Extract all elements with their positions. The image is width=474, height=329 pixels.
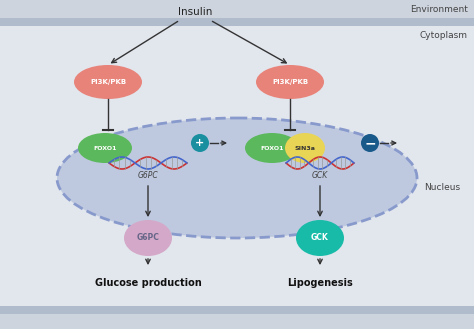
Text: Glucose production: Glucose production <box>95 278 201 288</box>
Bar <box>0 26 474 306</box>
Text: Cytoplasm: Cytoplasm <box>420 31 468 39</box>
Ellipse shape <box>285 133 325 163</box>
Bar <box>0 306 474 314</box>
Text: G6PC: G6PC <box>137 234 159 242</box>
Ellipse shape <box>57 118 417 238</box>
Bar <box>0 314 474 329</box>
Text: Nucleus: Nucleus <box>424 184 460 192</box>
Ellipse shape <box>256 65 324 99</box>
Ellipse shape <box>245 133 299 163</box>
Bar <box>0 0 474 18</box>
Text: GCK: GCK <box>311 234 329 242</box>
Text: PI3K/PKB: PI3K/PKB <box>272 79 308 85</box>
Text: Lipogenesis: Lipogenesis <box>287 278 353 288</box>
Bar <box>0 18 474 26</box>
Ellipse shape <box>78 133 132 163</box>
Circle shape <box>361 134 379 152</box>
Text: Insulin: Insulin <box>178 7 212 17</box>
Text: FOXO1: FOXO1 <box>260 145 284 150</box>
Text: +: + <box>195 138 205 148</box>
Ellipse shape <box>74 65 142 99</box>
Text: Environment: Environment <box>410 6 468 14</box>
Text: G6PC: G6PC <box>137 171 158 181</box>
Text: SIN3a: SIN3a <box>294 145 315 150</box>
Text: PI3K/PKB: PI3K/PKB <box>90 79 126 85</box>
Text: −: − <box>364 136 376 150</box>
Ellipse shape <box>124 220 172 256</box>
Circle shape <box>191 134 209 152</box>
Ellipse shape <box>296 220 344 256</box>
Text: FOXO1: FOXO1 <box>93 145 117 150</box>
Text: GCK: GCK <box>312 171 328 181</box>
